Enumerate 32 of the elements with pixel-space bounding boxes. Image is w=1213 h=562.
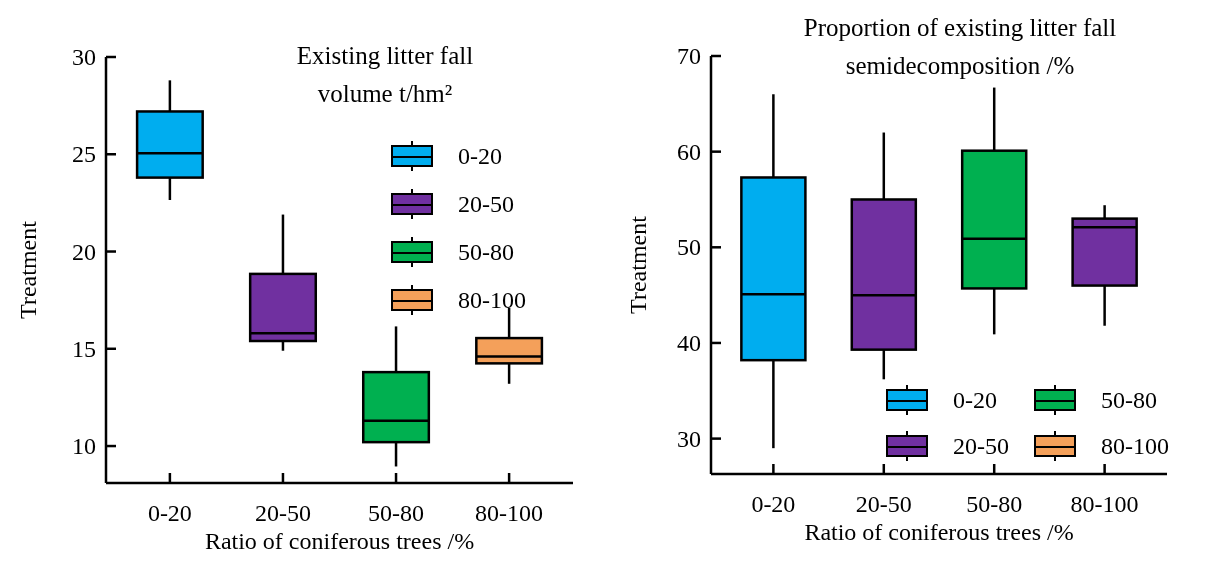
x-tick-label: 50-80 (966, 491, 1023, 517)
legend-label: 50-80 (458, 239, 514, 265)
x-tick-label: 50-80 (368, 500, 425, 526)
x-tick-label: 20-50 (855, 491, 912, 517)
chart-title: Proportion of existing litter fall semidecomposition /% (803, 13, 1117, 79)
legend-label: 80-100 (1101, 433, 1169, 459)
y-tick-label: 40 (677, 329, 701, 356)
y-tick-label: 30 (72, 44, 96, 70)
y-tick-label: 70 (677, 43, 701, 69)
legend-label: 0-20 (458, 143, 502, 169)
legend-label: 0-20 (953, 387, 997, 413)
x-tick-label: 0-20 (751, 491, 796, 517)
x-axis-title: Ratio of coniferous trees /% (804, 519, 1074, 545)
y-tick-label: 60 (677, 138, 701, 165)
y-tick-label: 20 (72, 238, 96, 265)
chart-title: Existing litter fall volume t/hm² (296, 41, 474, 107)
y-tick-label: 10 (72, 433, 96, 460)
legend-label: 20-50 (953, 433, 1009, 459)
y-axis-title: Treatment (625, 215, 651, 314)
y-tick-label: 30 (677, 425, 701, 452)
x-axis-title: Ratio of coniferous trees /% (204, 528, 475, 554)
y-axis-title: Treatment (15, 220, 41, 319)
y-tick-label: 50 (677, 234, 701, 261)
legend-label: 20-50 (458, 191, 514, 217)
x-tick-label: 0-20 (147, 500, 192, 526)
x-tick-label: 80-100 (475, 500, 544, 526)
x-tick-label: 80-100 (1070, 491, 1139, 517)
legend-label: 50-80 (1101, 387, 1157, 413)
legend-label: 80-100 (458, 287, 526, 313)
x-tick-label: 20-50 (254, 500, 311, 526)
y-tick-label: 25 (72, 141, 96, 168)
y-tick-label: 15 (72, 335, 96, 362)
